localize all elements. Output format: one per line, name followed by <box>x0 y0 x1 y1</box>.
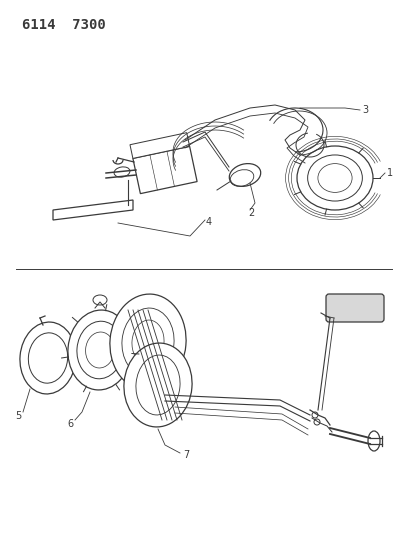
Text: 7: 7 <box>183 450 189 460</box>
Polygon shape <box>53 200 133 220</box>
Ellipse shape <box>297 146 373 210</box>
Ellipse shape <box>124 343 192 427</box>
Ellipse shape <box>20 322 76 394</box>
Text: 1: 1 <box>387 168 393 178</box>
Ellipse shape <box>368 431 380 451</box>
Ellipse shape <box>229 164 261 187</box>
Text: 3: 3 <box>362 105 368 115</box>
Polygon shape <box>133 147 197 193</box>
FancyBboxPatch shape <box>326 294 384 322</box>
Polygon shape <box>130 133 190 158</box>
Text: 6: 6 <box>67 419 73 429</box>
Ellipse shape <box>110 294 186 390</box>
Text: 6114  7300: 6114 7300 <box>22 18 106 32</box>
Text: 4: 4 <box>206 217 212 227</box>
Text: 5: 5 <box>15 411 21 421</box>
Ellipse shape <box>68 310 132 390</box>
Text: 2: 2 <box>248 208 254 218</box>
